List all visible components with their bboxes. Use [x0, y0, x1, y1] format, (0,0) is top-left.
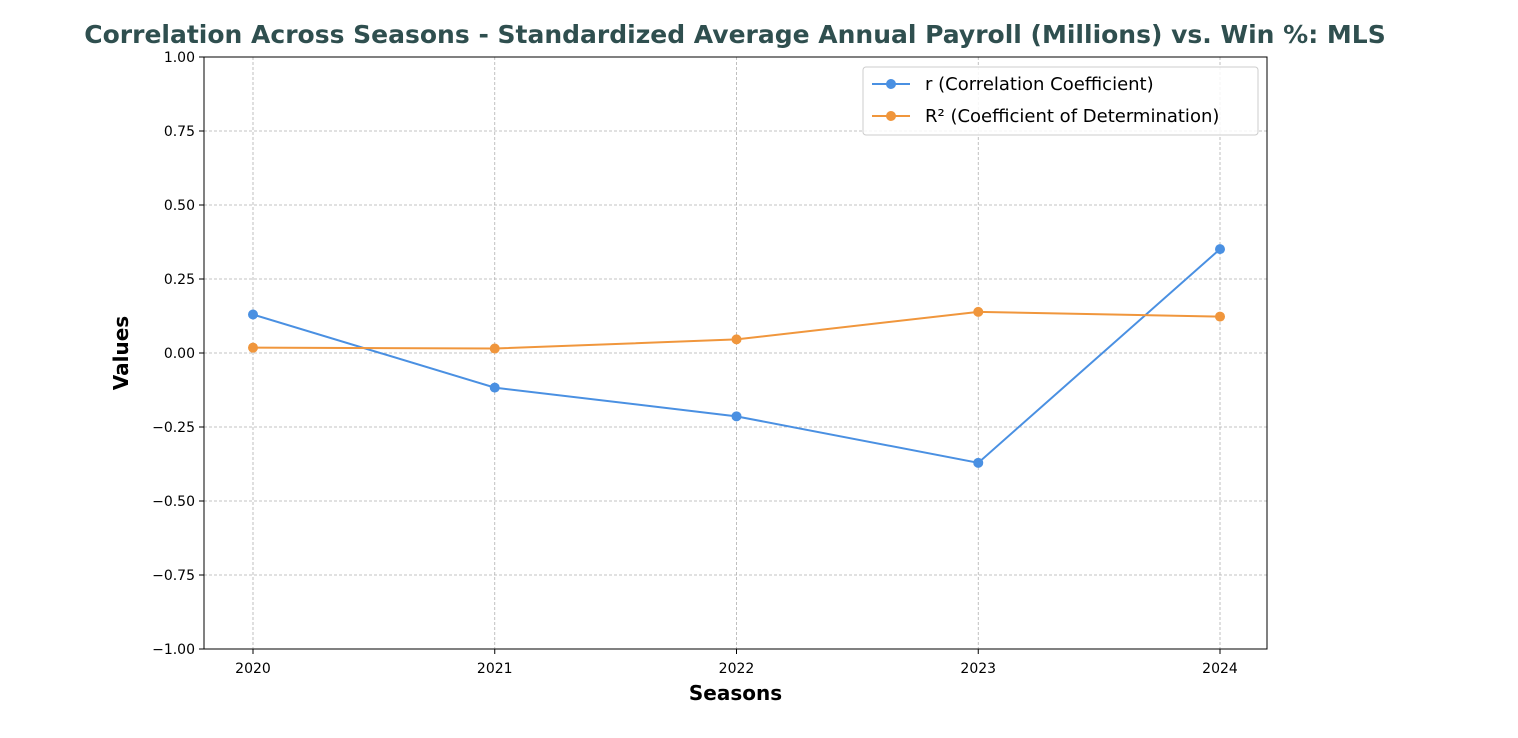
x-tick-label: 2024: [1202, 661, 1238, 677]
x-tick-label: 2023: [960, 661, 996, 677]
y-tick-label: 0.25: [164, 272, 195, 288]
y-tick-label: −0.25: [152, 420, 195, 436]
y-tick-label: −1.00: [152, 642, 195, 658]
series-2-point: [248, 342, 258, 353]
legend-label-1: r (Correlation Coefficient): [925, 74, 1154, 95]
legend-box: [862, 66, 1259, 136]
y-tick-label: 0.50: [164, 198, 195, 214]
legend-marker-2: [886, 111, 896, 121]
x-axis-label: Seasons: [689, 681, 782, 705]
x-tick-label: 2020: [235, 661, 271, 677]
series-2-point: [731, 334, 742, 345]
legend-label-2: R² (Coefficient of Determination): [925, 106, 1219, 127]
series-line-1: [252, 248, 1221, 464]
series-1-point: [1215, 244, 1225, 255]
legend-marker-1: [886, 79, 896, 89]
y-axis-label: Values: [109, 316, 133, 390]
y-tick-label: −0.50: [152, 494, 195, 510]
y-tick-label: 1.00: [164, 50, 195, 66]
y-tick-label: 0.00: [164, 346, 195, 362]
series-2-point: [973, 306, 984, 317]
x-tick-label: 2021: [477, 661, 513, 677]
series-layer: [248, 244, 1225, 468]
x-tick-label: 2022: [719, 661, 755, 677]
legend: r (Correlation Coefficient) R² (Coefficie…: [862, 66, 1259, 136]
axis-ticks: −1.00 −0.75 −0.50 −0.25 0.00 0.25 0.50 0.75 1.00…: [152, 50, 1238, 677]
chart-title: Correlation Across Seasons - Standardize…: [84, 20, 1386, 49]
series-2-point: [489, 343, 500, 354]
series-1-point: [489, 382, 500, 393]
y-tick-label: 0.75: [164, 124, 195, 140]
grid-lines: [204, 56, 1267, 650]
series-1-point: [973, 457, 984, 468]
y-tick-label: −0.75: [152, 568, 195, 584]
series-2-point: [1215, 311, 1225, 322]
series-1-point: [731, 411, 742, 422]
series-1-point: [248, 309, 258, 320]
